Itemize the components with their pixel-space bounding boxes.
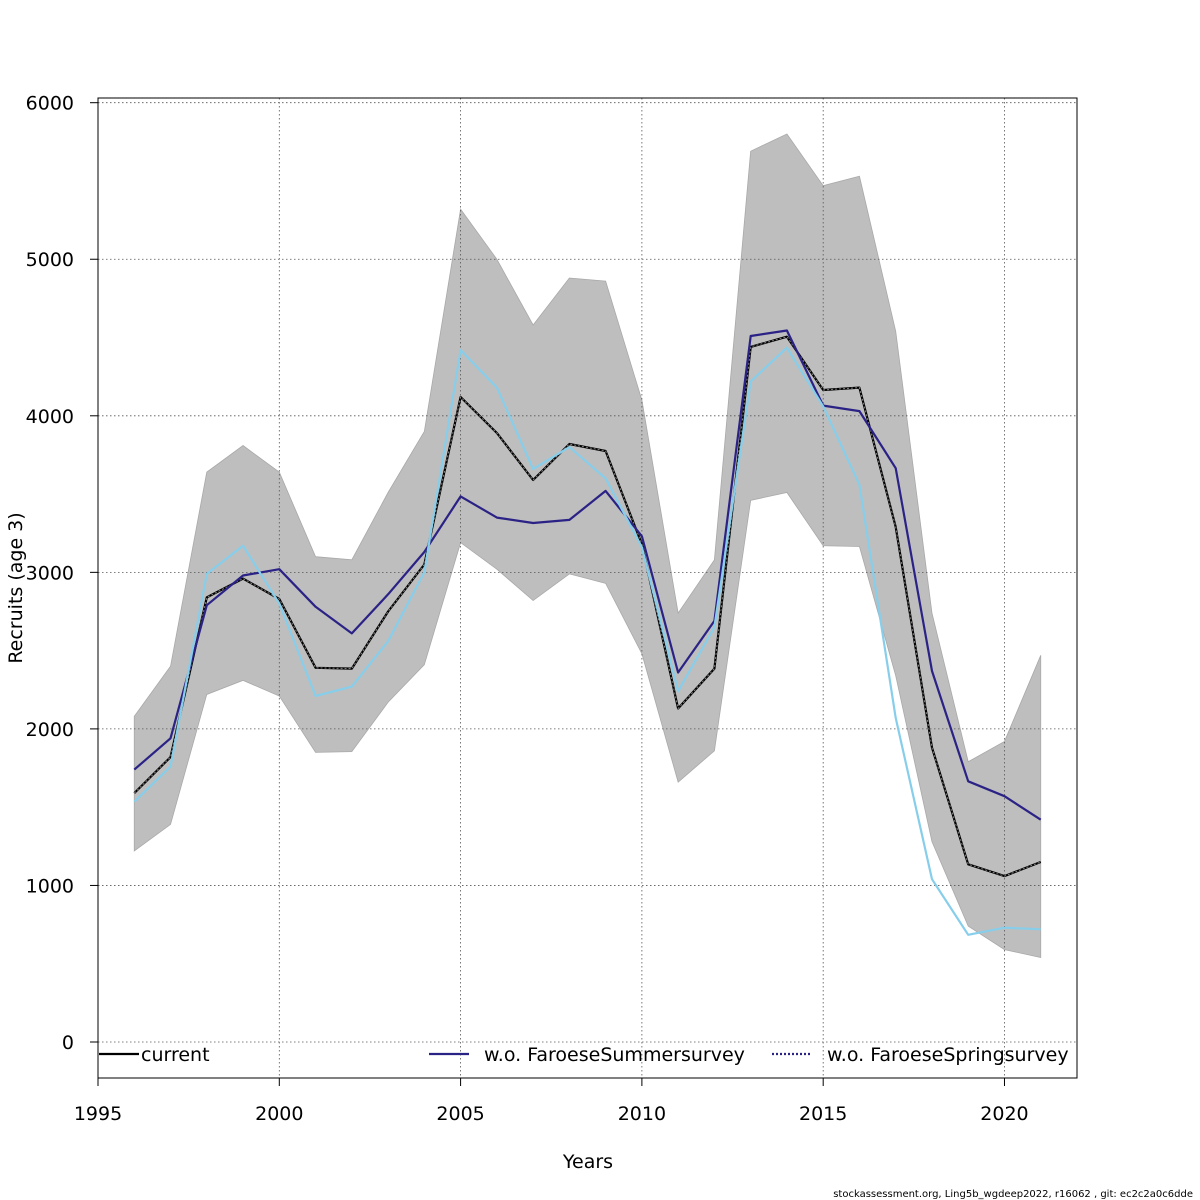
x-tick-label: 2010 [618, 1103, 666, 1125]
y-axis-title: Recruits (age 3) [5, 512, 27, 663]
x-axis-title: Years [562, 1151, 613, 1173]
series-lines [133, 329, 1042, 936]
legend: current w.o. FaroeseSummersurvey w.o. Faro… [99, 1044, 1069, 1066]
x-axis: 1995 2000 2005 2010 2015 2020 [74, 1078, 1029, 1125]
y-tick-label: 4000 [26, 406, 74, 428]
footer-text: stockassessment.org, Ling5b_wgdeep2022, … [833, 1189, 1193, 1200]
x-tick-label: 2020 [980, 1103, 1028, 1125]
y-tick-label: 6000 [26, 93, 74, 115]
y-tick-label: 0 [62, 1032, 74, 1054]
legend-item-0: current [99, 1044, 210, 1066]
confidence-band [133, 133, 1042, 958]
y-tick-label: 5000 [26, 249, 74, 271]
x-tick-label: 2015 [799, 1103, 847, 1125]
x-tick-label: 2000 [255, 1103, 303, 1125]
series-line-1 [133, 329, 1042, 821]
series-line-2 [133, 346, 1041, 936]
legend-label-0: current [141, 1044, 210, 1066]
legend-item-2: w.o. FaroeseSpringsurvey [772, 1044, 1069, 1066]
x-tick-label: 2005 [436, 1103, 484, 1125]
grid-lines [98, 98, 1077, 1078]
legend-item-1: w.o. FaroeseSummersurvey [429, 1044, 745, 1066]
series-line-0-dots [133, 336, 1041, 877]
y-tick-label: 3000 [26, 562, 74, 584]
y-tick-label: 2000 [26, 719, 74, 741]
plot-border [97, 97, 1078, 1079]
y-axis: 0 1000 2000 3000 4000 5000 6000 [26, 93, 98, 1054]
x-tick-label: 1995 [74, 1103, 122, 1125]
confidence-band-layer [133, 133, 1042, 958]
legend-label-2: w.o. FaroeseSpringsurvey [827, 1044, 1069, 1066]
legend-label-1: w.o. FaroeseSummersurvey [484, 1044, 745, 1066]
y-tick-label: 1000 [26, 875, 74, 897]
